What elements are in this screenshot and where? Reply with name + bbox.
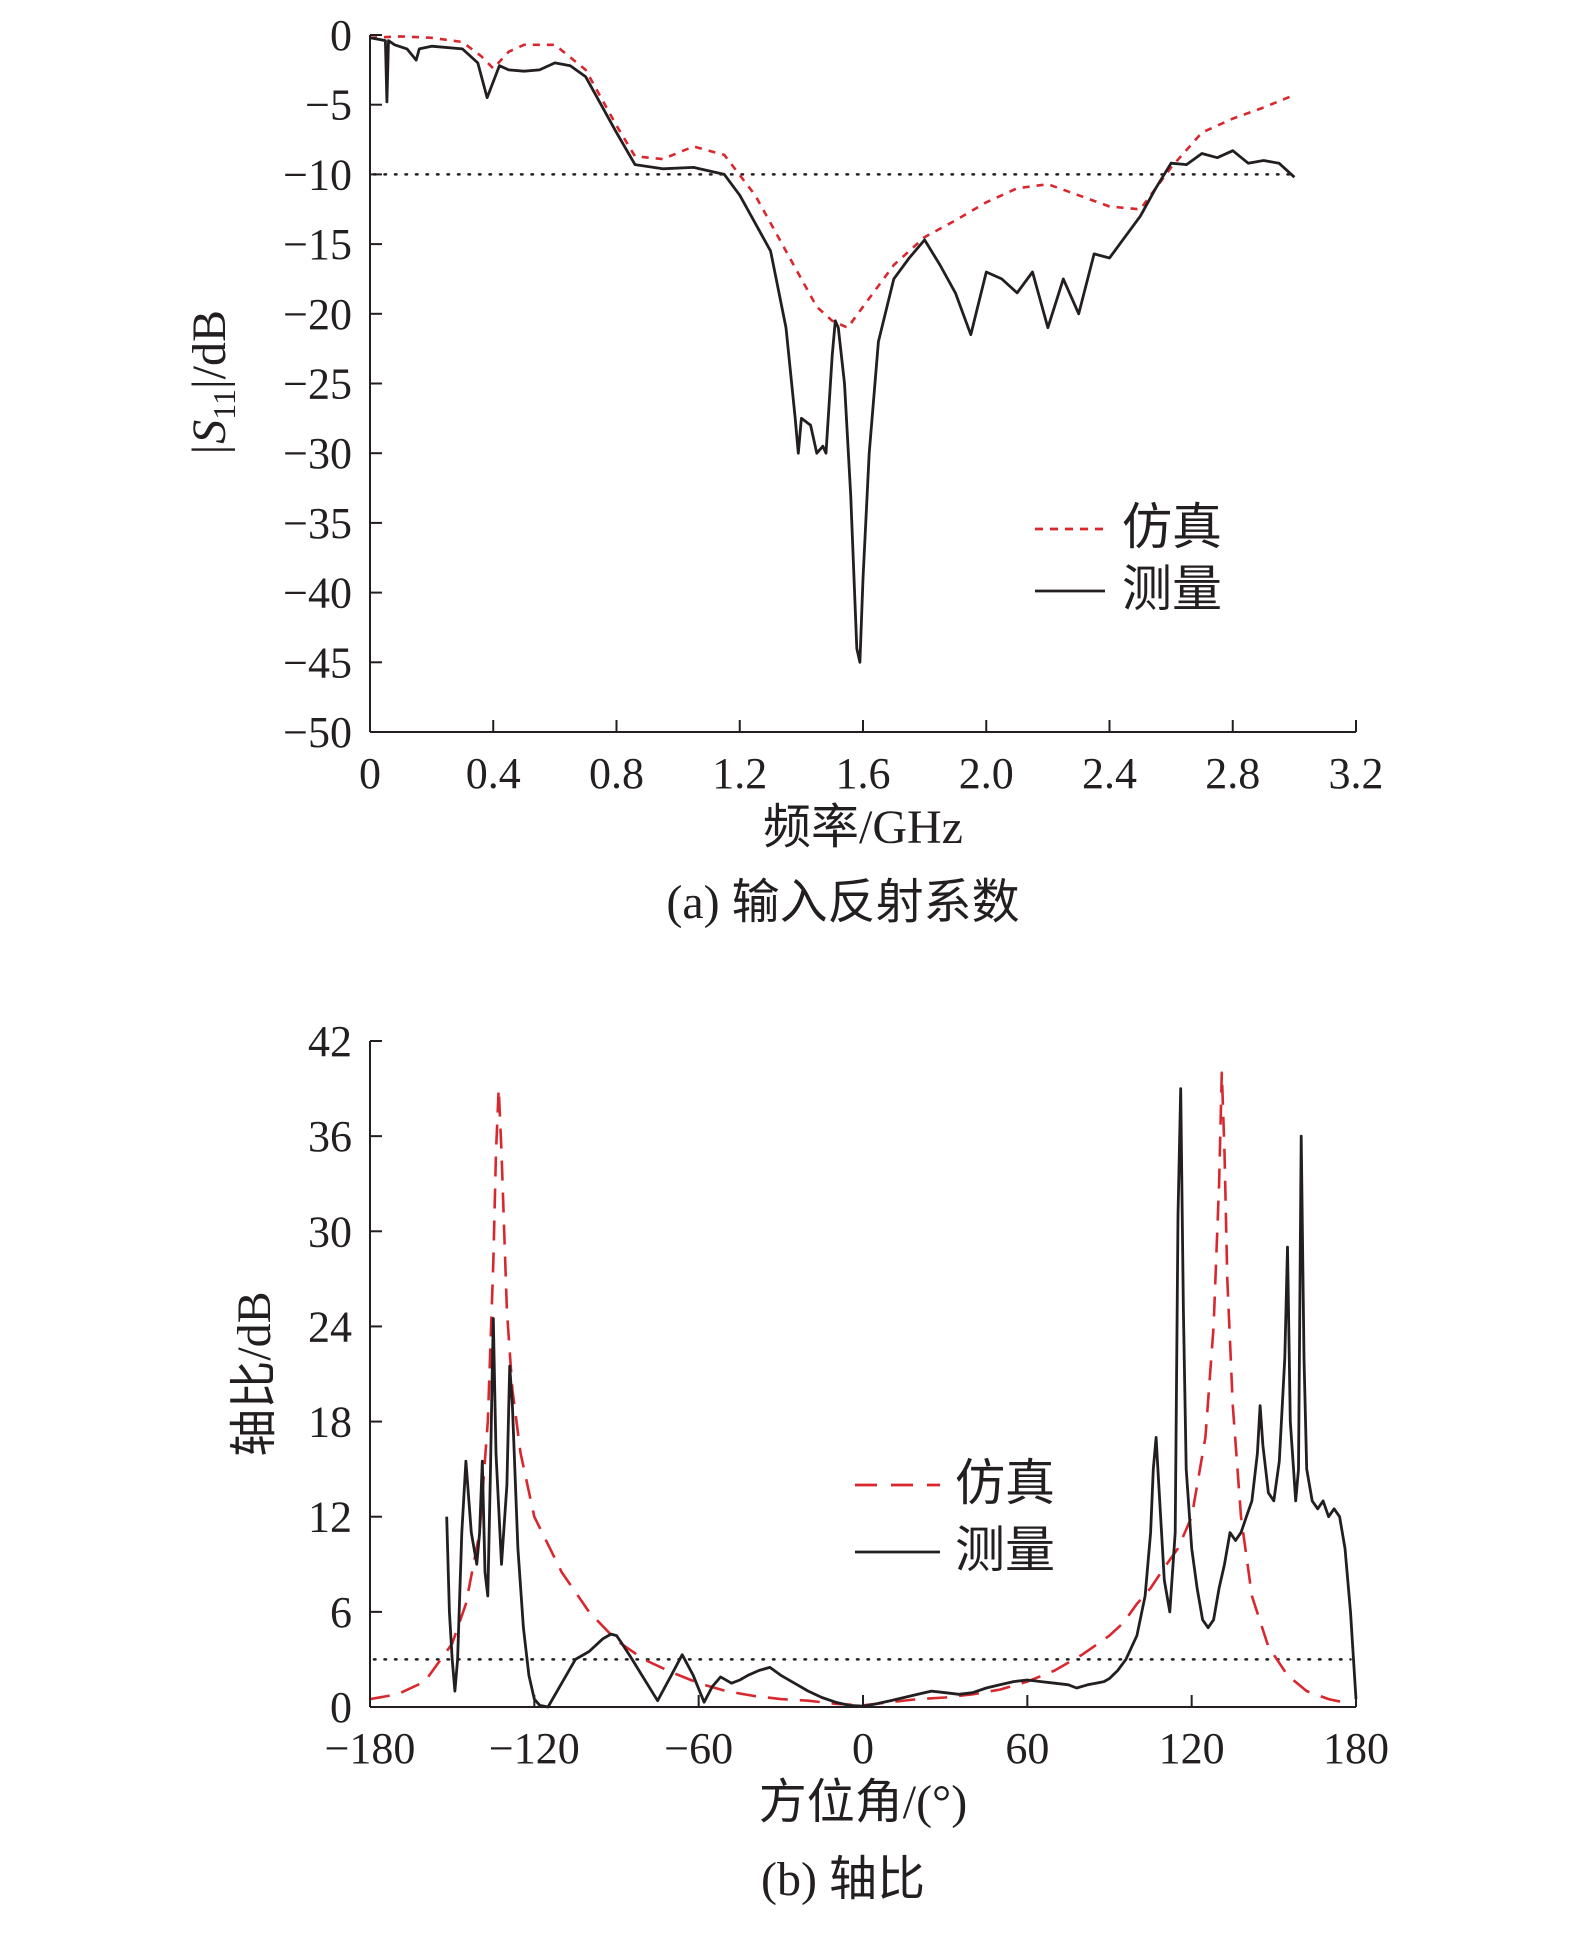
chart-axial-ratio: 0 6 12 18 24 30 36 42 −180 −120 −60 0 60 120 180 方位角/(… (228, 1017, 1389, 1906)
series-line-a-meas (369, 36, 1296, 664)
legend-b-sim-label: 仿真 (955, 1455, 1055, 1511)
legend-a-sim-label: 仿真 (1122, 499, 1222, 555)
y-tick-label-a: −35 (283, 499, 352, 548)
axes-a (369, 34, 1357, 733)
y-tick-label-a: −10 (283, 150, 352, 199)
y-tick-label-a: −40 (283, 569, 352, 618)
x-tick-label-b: −180 (325, 1724, 416, 1773)
x-tick-label-b: 120 (1159, 1724, 1225, 1773)
y-tick-label-b: 30 (308, 1207, 352, 1256)
y-axis-label-a-sub: 11 (206, 389, 242, 420)
y-tick-label-a: −30 (283, 429, 352, 478)
x-axis-label-a: 频率/GHz (763, 801, 963, 854)
x-tick-label-a: 1.6 (836, 749, 891, 798)
x-tick-label-a: 0.8 (589, 749, 644, 798)
tick-labels-a: 0−5−10−15−20−25−30−35−40−45−500 0.4 0.8 1.2… (283, 11, 1383, 798)
x-tick-label-a: 1.2 (712, 749, 767, 798)
x-tick-label-b: −120 (489, 1724, 580, 1773)
plot-area-b (369, 1071, 1358, 1709)
y-tick-label-b: 18 (308, 1398, 352, 1447)
x-tick-label-a: 0.4 (466, 749, 521, 798)
y-tick-label-a: −25 (283, 360, 352, 409)
x-tick-label-b: 180 (1323, 1724, 1389, 1773)
y-tick-label-b: 0 (330, 1683, 352, 1732)
series-line-a-sim (369, 35, 1295, 330)
y-tick-label-b: 24 (308, 1302, 352, 1351)
legend-b-meas-label: 测量 (955, 1522, 1055, 1578)
y-tick-label-a: −45 (283, 638, 352, 687)
legend-a: 仿真 测量 (1035, 499, 1222, 617)
y-tick-label-a: −5 (305, 81, 352, 130)
chart-reflection-coefficient: 0−5−10−15−20−25−30−35−40−45−500 0.4 0.8 1.2… (183, 11, 1384, 929)
x-tick-label-a: 3.2 (1329, 749, 1384, 798)
y-axis-label-a: |S11|/dB (183, 310, 242, 457)
series-line-b-meas (445, 1087, 1358, 1709)
caption-b: (b) 轴比 (761, 1853, 925, 1906)
y-tick-label-a: −50 (283, 708, 352, 757)
legend-b: 仿真 测量 (855, 1455, 1055, 1578)
x-tick-label-a: 2.4 (1082, 749, 1137, 798)
y-axis-label-a-suffix: |/dB (183, 310, 236, 389)
y-tick-label-b: 42 (308, 1017, 352, 1066)
y-tick-label-b: 36 (308, 1112, 352, 1161)
x-tick-label-b: 0 (852, 1724, 874, 1773)
caption-a: (a) 输入反射系数 (666, 876, 1019, 929)
y-tick-label-a: −20 (283, 290, 352, 339)
y-tick-label-b: 12 (308, 1493, 352, 1542)
x-tick-label-a: 2.8 (1205, 749, 1260, 798)
plot-area-a (369, 35, 1296, 664)
y-tick-label-a: 0 (330, 11, 352, 60)
x-axis-label-b: 方位角/(°) (759, 1776, 968, 1829)
legend-a-meas-label: 测量 (1122, 561, 1222, 617)
y-tick-label-a: −15 (283, 220, 352, 269)
y-axis-label-a-prefix: |S (183, 420, 236, 457)
x-tick-label-b: 60 (1005, 1724, 1049, 1773)
y-tick-label-b: 6 (330, 1588, 352, 1637)
x-tick-label-a: 2.0 (959, 749, 1014, 798)
x-tick-label-b: −60 (664, 1724, 733, 1773)
axes-b (369, 1040, 1357, 1708)
x-tick-label-a: 0 (359, 749, 381, 798)
y-axis-label-b: 轴比/dB (228, 1291, 281, 1456)
series-line-b-sim (369, 1071, 1351, 1707)
tick-labels-b: 0 6 12 18 24 30 36 42 −180 −120 −60 0 60 120 180 (308, 1017, 1389, 1773)
